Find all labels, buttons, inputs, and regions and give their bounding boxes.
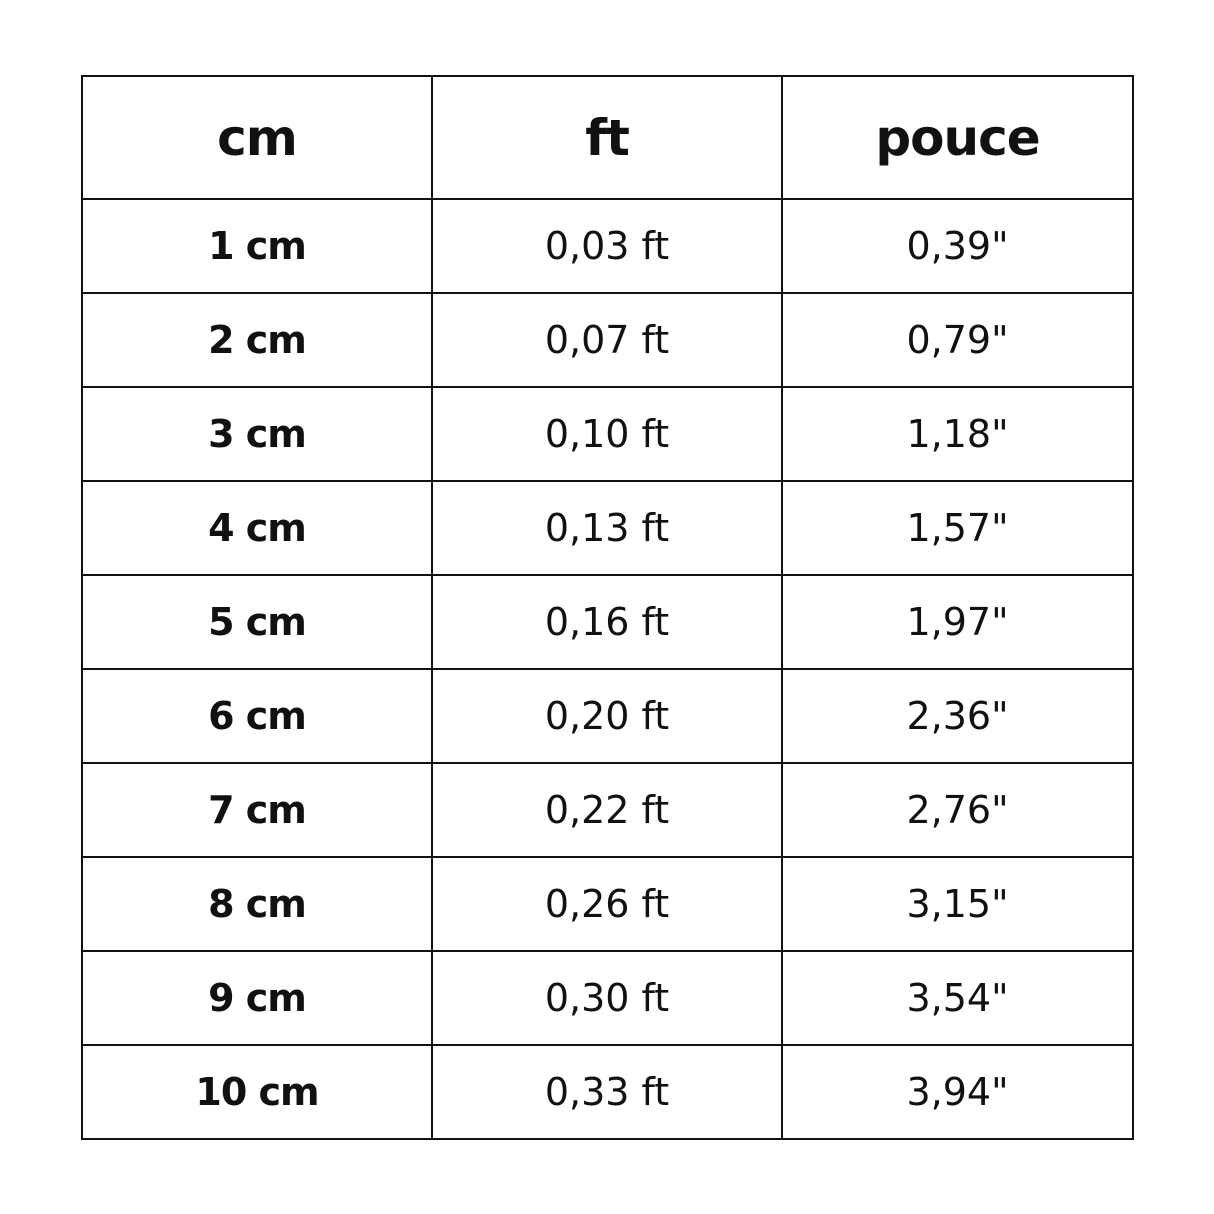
cell-ft: 0,10 ft (430, 386, 784, 482)
table-row: 6 cm 0,20 ft 2,36" (81, 668, 1134, 764)
cell-ft: 0,03 ft (430, 198, 784, 294)
cell-pouce: 1,57" (781, 480, 1134, 576)
cell-ft: 0,26 ft (430, 856, 784, 952)
cell-cm: 9 cm (81, 950, 433, 1046)
cell-pouce: 0,39" (781, 198, 1134, 294)
cell-cm: 7 cm (81, 762, 433, 858)
header-pouce: pouce (781, 75, 1134, 200)
table-row: 9 cm 0,30 ft 3,54" (81, 950, 1134, 1046)
cell-cm: 6 cm (81, 668, 433, 764)
cell-ft: 0,33 ft (430, 1044, 784, 1140)
cell-cm: 10 cm (81, 1044, 433, 1140)
cell-cm: 8 cm (81, 856, 433, 952)
cell-ft: 0,20 ft (430, 668, 784, 764)
table-row: 10 cm 0,33 ft 3,94" (81, 1044, 1134, 1140)
table-row: 3 cm 0,10 ft 1,18" (81, 386, 1134, 482)
cell-pouce: 3,54" (781, 950, 1134, 1046)
table-row: 8 cm 0,26 ft 3,15" (81, 856, 1134, 952)
header-row: cm ft pouce (81, 75, 1134, 200)
cell-pouce: 2,36" (781, 668, 1134, 764)
table-row: 7 cm 0,22 ft 2,76" (81, 762, 1134, 858)
conversion-table: cm ft pouce 1 cm 0,03 ft 0,39" 2 cm 0,07 ft 0… (81, 75, 1134, 1140)
table-row: 1 cm 0,03 ft 0,39" (81, 198, 1134, 294)
table-row: 4 cm 0,13 ft 1,57" (81, 480, 1134, 576)
cell-ft: 0,16 ft (430, 574, 784, 670)
cell-pouce: 2,76" (781, 762, 1134, 858)
cell-pouce: 0,79" (781, 292, 1134, 388)
cell-ft: 0,07 ft (430, 292, 784, 388)
cell-pouce: 3,94" (781, 1044, 1134, 1140)
cell-ft: 0,13 ft (430, 480, 784, 576)
table-row: 5 cm 0,16 ft 1,97" (81, 574, 1134, 670)
cell-cm: 3 cm (81, 386, 433, 482)
cell-cm: 5 cm (81, 574, 433, 670)
cell-pouce: 1,18" (781, 386, 1134, 482)
cell-ft: 0,22 ft (430, 762, 784, 858)
cell-pouce: 3,15" (781, 856, 1134, 952)
table-row: 2 cm 0,07 ft 0,79" (81, 292, 1134, 388)
cell-cm: 2 cm (81, 292, 433, 388)
cell-cm: 1 cm (81, 198, 433, 294)
header-ft: ft (430, 75, 784, 200)
cell-cm: 4 cm (81, 480, 433, 576)
header-cm: cm (81, 75, 433, 200)
cell-ft: 0,30 ft (430, 950, 784, 1046)
cell-pouce: 1,97" (781, 574, 1134, 670)
